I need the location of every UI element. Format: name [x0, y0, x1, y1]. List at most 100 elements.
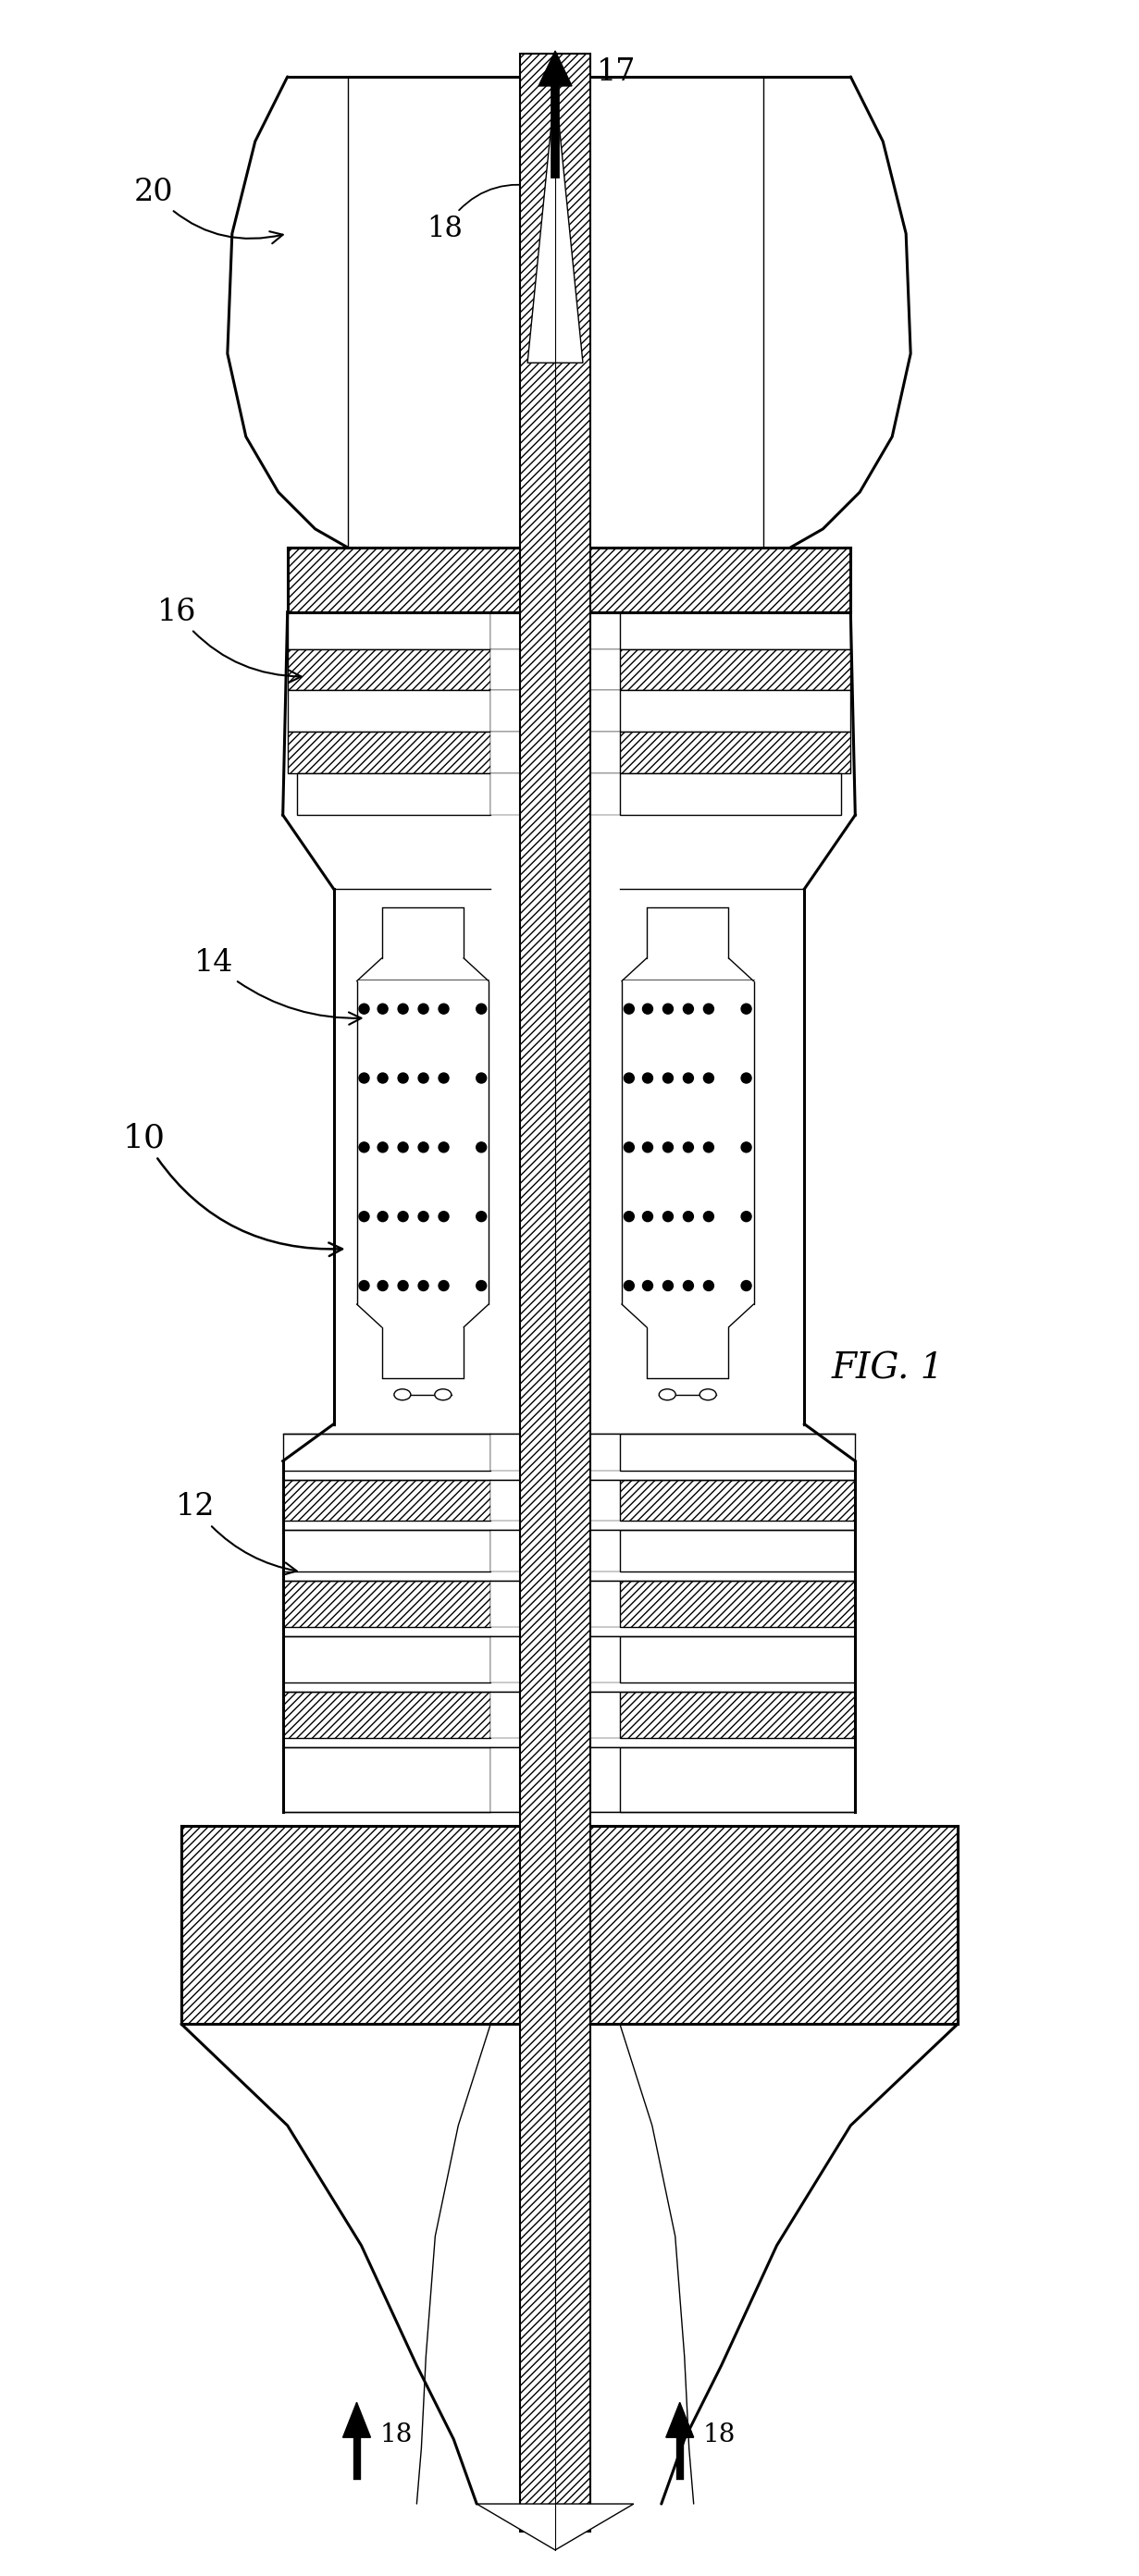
Circle shape: [624, 1005, 634, 1015]
Text: 14: 14: [194, 948, 361, 1025]
Circle shape: [663, 1141, 673, 1151]
Circle shape: [704, 1211, 714, 1221]
Circle shape: [398, 1280, 408, 1291]
Circle shape: [439, 1141, 449, 1151]
Circle shape: [683, 1074, 694, 1082]
Bar: [620, 1582, 855, 1628]
Circle shape: [624, 1211, 634, 1221]
Polygon shape: [666, 2403, 694, 2437]
Circle shape: [439, 1005, 449, 1015]
Bar: [620, 773, 842, 814]
Circle shape: [683, 1280, 694, 1291]
Circle shape: [642, 1280, 653, 1291]
Circle shape: [476, 1211, 486, 1221]
Bar: [491, 690, 620, 732]
Circle shape: [683, 1141, 694, 1151]
Bar: [620, 1479, 855, 1520]
Text: 18: 18: [703, 2421, 736, 2447]
Text: 18: 18: [426, 185, 542, 242]
Circle shape: [476, 1005, 486, 1015]
Circle shape: [663, 1280, 673, 1291]
Bar: [282, 1692, 491, 1739]
Bar: [491, 1636, 620, 1682]
Circle shape: [741, 1280, 752, 1291]
Circle shape: [476, 1141, 486, 1151]
Bar: [620, 1432, 855, 1471]
Circle shape: [663, 1211, 673, 1221]
Text: 20: 20: [134, 178, 282, 245]
Circle shape: [398, 1005, 408, 1015]
Circle shape: [704, 1280, 714, 1291]
Circle shape: [378, 1280, 387, 1291]
Circle shape: [378, 1141, 387, 1151]
Circle shape: [359, 1074, 369, 1082]
Bar: [491, 773, 620, 814]
Circle shape: [439, 1074, 449, 1082]
Circle shape: [378, 1005, 387, 1015]
Circle shape: [624, 1280, 634, 1291]
Circle shape: [398, 1211, 408, 1221]
Bar: [282, 1530, 491, 1571]
Circle shape: [359, 1280, 369, 1291]
Bar: [620, 649, 851, 690]
Circle shape: [418, 1074, 428, 1082]
Ellipse shape: [394, 1388, 411, 1401]
Circle shape: [663, 1005, 673, 1015]
Circle shape: [683, 1211, 694, 1221]
Circle shape: [359, 1211, 369, 1221]
Circle shape: [398, 1074, 408, 1082]
Text: 16: 16: [157, 598, 301, 683]
Circle shape: [642, 1141, 653, 1151]
Circle shape: [476, 1074, 486, 1082]
Ellipse shape: [659, 1388, 675, 1401]
Bar: [491, 1747, 620, 1811]
Circle shape: [663, 1074, 673, 1082]
Ellipse shape: [699, 1388, 716, 1401]
Circle shape: [624, 1074, 634, 1082]
Circle shape: [476, 1280, 486, 1291]
Bar: [282, 1636, 491, 1682]
Text: 10: 10: [123, 1123, 343, 1257]
Bar: [620, 1636, 855, 1682]
Polygon shape: [527, 85, 583, 363]
Circle shape: [741, 1211, 752, 1221]
Circle shape: [704, 1141, 714, 1151]
Bar: [620, 1747, 855, 1811]
Circle shape: [741, 1005, 752, 1015]
Bar: [287, 690, 491, 732]
Bar: [620, 732, 851, 773]
Bar: [620, 1530, 855, 1571]
Bar: [282, 1432, 491, 1471]
Circle shape: [439, 1211, 449, 1221]
Ellipse shape: [435, 1388, 451, 1401]
Circle shape: [398, 1141, 408, 1151]
Bar: [491, 1692, 620, 1739]
Bar: [282, 1747, 491, 1811]
Text: FIG. 1: FIG. 1: [831, 1352, 944, 1386]
Bar: [287, 613, 491, 649]
Bar: [491, 732, 620, 773]
Bar: [620, 690, 851, 732]
Circle shape: [378, 1074, 387, 1082]
Bar: [491, 1530, 620, 1571]
Circle shape: [359, 1141, 369, 1151]
Circle shape: [642, 1005, 653, 1015]
Circle shape: [418, 1280, 428, 1291]
Bar: [620, 613, 851, 649]
Circle shape: [418, 1141, 428, 1151]
Text: 17: 17: [597, 57, 636, 88]
Bar: [287, 732, 491, 773]
Bar: [491, 649, 620, 690]
Bar: [491, 1479, 620, 1520]
Bar: [296, 773, 491, 814]
Bar: [287, 546, 851, 613]
Circle shape: [704, 1005, 714, 1015]
Circle shape: [642, 1211, 653, 1221]
Text: 12: 12: [175, 1492, 296, 1574]
Circle shape: [624, 1141, 634, 1151]
Circle shape: [439, 1280, 449, 1291]
Bar: [287, 649, 491, 690]
Bar: [620, 1692, 855, 1739]
Bar: [282, 1582, 491, 1628]
Polygon shape: [539, 52, 572, 85]
